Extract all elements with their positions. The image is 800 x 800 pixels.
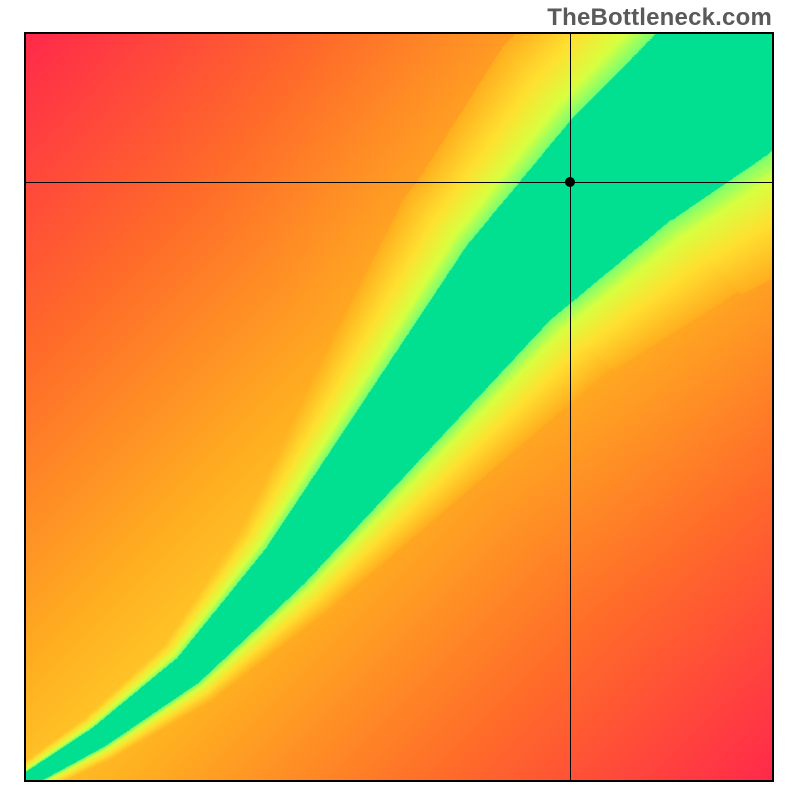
chart-container: TheBottleneck.com xyxy=(0,0,800,800)
bottleneck-heatmap xyxy=(24,32,774,782)
watermark-text: TheBottleneck.com xyxy=(547,4,772,32)
